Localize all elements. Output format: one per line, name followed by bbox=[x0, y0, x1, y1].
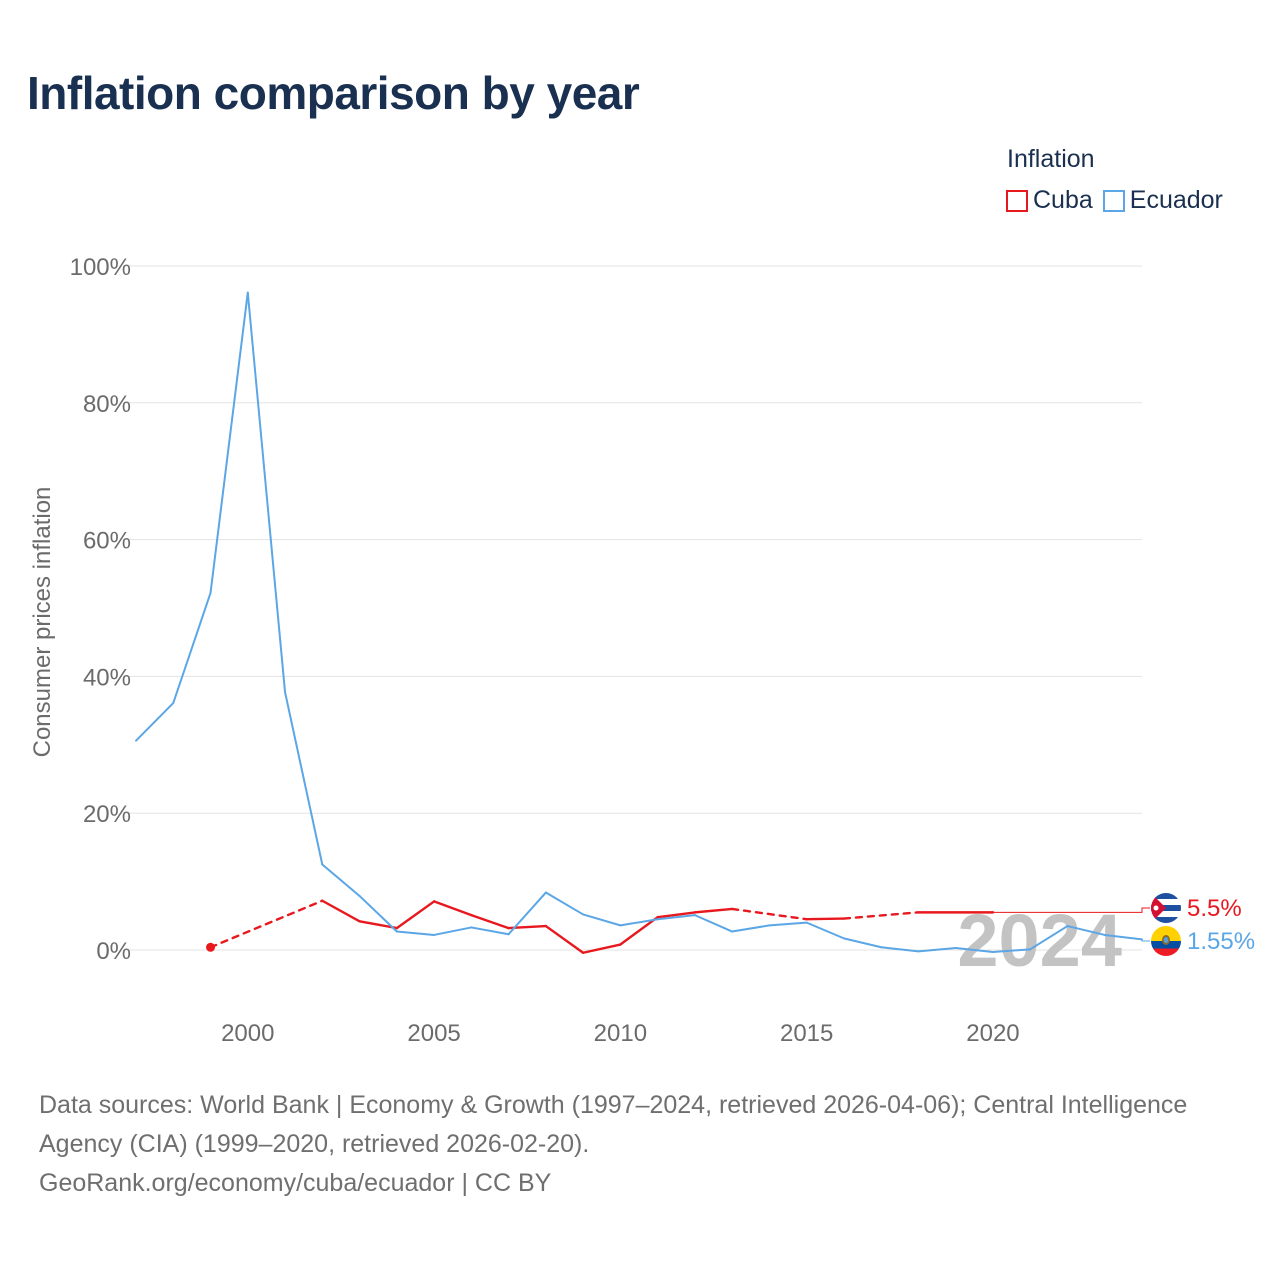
cuba-end-label: 5.5% bbox=[1187, 895, 1242, 922]
cuba-end-connector bbox=[992, 907, 1150, 913]
ecuador-line-segment bbox=[917, 946, 957, 953]
ecuador-line-segment bbox=[731, 924, 771, 933]
ecuador-line-segment bbox=[1066, 925, 1106, 936]
x-tick-label: 2000 bbox=[221, 1020, 274, 1047]
y-tick-label: 80% bbox=[83, 391, 131, 418]
legend-swatch-cuba bbox=[1006, 189, 1028, 212]
cuba-flag bbox=[1151, 893, 1181, 923]
ecuador-line-segment bbox=[1103, 933, 1143, 941]
ecuador-line-segment bbox=[358, 894, 398, 933]
legend-title: Inflation bbox=[1007, 145, 1095, 173]
ecuador-line-segment bbox=[172, 591, 212, 705]
ecuador-line-segment bbox=[954, 946, 994, 954]
ecuador-line-segment bbox=[582, 913, 622, 927]
ecuador-line-segment bbox=[1029, 925, 1069, 951]
ecuador-line-segment bbox=[284, 691, 324, 866]
x-tick-label: 2015 bbox=[780, 1020, 833, 1047]
ecuador-line-segment bbox=[507, 891, 547, 936]
cuba-line-segment bbox=[432, 900, 473, 917]
ecuador-line-segment bbox=[768, 921, 808, 927]
ecuador-line-segment bbox=[544, 891, 585, 916]
cuba-line-segment bbox=[209, 899, 324, 949]
y-tick-label: 0% bbox=[96, 938, 131, 965]
cuba-flag-stripe bbox=[1151, 917, 1181, 923]
cuba-line-segment bbox=[730, 907, 808, 921]
chart-title: Inflation comparison by year bbox=[27, 67, 640, 119]
cuba-line-segment bbox=[470, 913, 510, 930]
ecuador-end-label: 1.55% bbox=[1187, 928, 1255, 955]
y-tick-label: 60% bbox=[83, 528, 131, 555]
ecuador-line-segment bbox=[246, 291, 287, 694]
footer: Data sources: World Bank | Economy & Gro… bbox=[39, 1086, 1239, 1203]
ecuador-line-segment bbox=[693, 914, 734, 933]
cuba-line-segment bbox=[321, 899, 361, 923]
end-labels: 5.5% 1.55% bbox=[1187, 895, 1255, 955]
legend: Cuba Ecuador bbox=[1006, 186, 1233, 215]
ecuador-line-segment bbox=[805, 921, 845, 940]
y-axis-tick-labels: 0% 20% 40% 60% 80% 100% bbox=[70, 254, 131, 965]
y-tick-label: 20% bbox=[83, 801, 131, 828]
cuba-flag-star bbox=[1153, 905, 1159, 911]
cuba-line-segment bbox=[842, 911, 920, 920]
gridlines bbox=[124, 265, 1142, 951]
x-tick-label: 2005 bbox=[407, 1020, 460, 1047]
ecuador-flag bbox=[1151, 926, 1181, 956]
cuba-flag-stripe bbox=[1151, 893, 1181, 899]
cuba-line-segment bbox=[544, 924, 585, 954]
ecuador-line-segment bbox=[619, 918, 659, 927]
cuba-start-point bbox=[206, 942, 216, 952]
cuba-line-segment bbox=[395, 900, 436, 930]
y-axis-label: Consumer prices inflation bbox=[29, 487, 56, 758]
ecuador-flag-red bbox=[1151, 948, 1181, 956]
x-axis-tick-labels: 2000 2005 2010 2015 2020 bbox=[221, 1020, 1020, 1047]
credit-link[interactable]: GeoRank.org/economy/cuba/ecuador | CC BY bbox=[39, 1169, 552, 1197]
x-tick-label: 2010 bbox=[594, 1020, 647, 1047]
ecuador-line-segment bbox=[135, 702, 175, 742]
x-tick-label: 2020 bbox=[966, 1020, 1019, 1047]
ecuador-flag-yellow bbox=[1151, 926, 1181, 941]
legend-item-cuba[interactable]: Cuba bbox=[1006, 186, 1093, 215]
ecuador-line-segment bbox=[395, 930, 436, 936]
cuba-line-segment bbox=[581, 943, 622, 954]
legend-swatch-ecuador bbox=[1102, 189, 1125, 212]
ecuador-line-segment bbox=[321, 863, 361, 897]
ecuador-line-segment bbox=[433, 926, 473, 936]
cuba-line-segment bbox=[805, 917, 846, 921]
ecuador-line-segment bbox=[880, 946, 920, 953]
ecuador-end-connector bbox=[1141, 939, 1150, 942]
ecuador-line-segment bbox=[656, 914, 696, 921]
ecuador-line-segment bbox=[209, 291, 249, 594]
cuba-line-segment bbox=[619, 915, 659, 946]
ecuador-line-segment bbox=[470, 926, 510, 936]
legend-item-ecuador[interactable]: Ecuador bbox=[1102, 186, 1223, 215]
ecuador-flag-emblem-inner bbox=[1163, 937, 1169, 943]
line-chart: 0%20%40%60%80%100% 2000 2005 2010 2015 2020 … bbox=[29, 254, 1255, 1047]
legend-label-ecuador: Ecuador bbox=[1129, 186, 1223, 214]
y-tick-label: 40% bbox=[83, 664, 131, 691]
ecuador-line-segment bbox=[991, 948, 1032, 954]
legend-label-cuba: Cuba bbox=[1033, 186, 1093, 214]
y-tick-label: 100% bbox=[70, 254, 131, 281]
data-sources: Data sources: World Bank | Economy & Gro… bbox=[39, 1091, 1188, 1158]
cuba-line-segment bbox=[656, 911, 697, 919]
ecuador-line-segment bbox=[842, 937, 883, 949]
series bbox=[135, 291, 1150, 954]
cuba-line-segment bbox=[693, 907, 734, 914]
